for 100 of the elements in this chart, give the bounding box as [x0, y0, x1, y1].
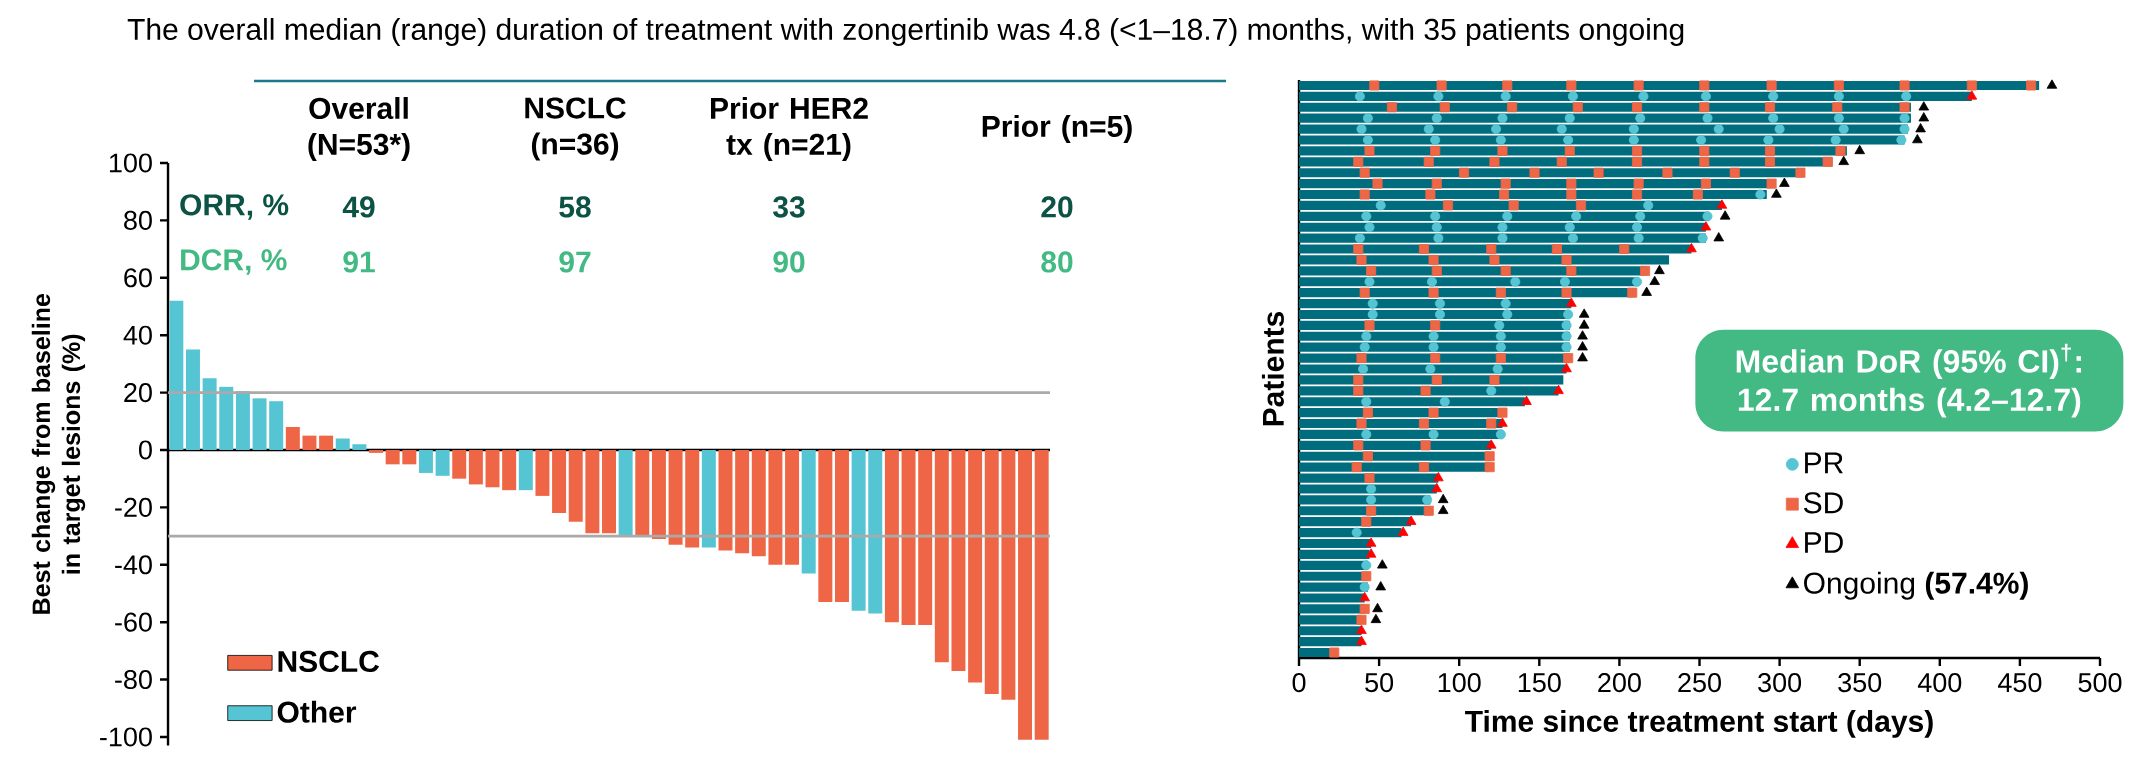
- point: [1561, 363, 1572, 373]
- point: [1638, 91, 1649, 102]
- point: [1632, 102, 1643, 113]
- point: [1635, 113, 1646, 124]
- point: [1578, 319, 1590, 329]
- bar: [402, 449, 417, 465]
- point: [1354, 233, 1365, 244]
- bar: [851, 449, 866, 611]
- point: [1359, 592, 1370, 602]
- point: [1437, 493, 1449, 504]
- point: [1495, 287, 1506, 298]
- chart-title: The overall median (range) duration of treatment with zongertinib was 4.8 (<1–18.7) months, with 35 patients ongoing: [127, 18, 1684, 46]
- point: [1359, 167, 1370, 178]
- point: [1484, 451, 1495, 462]
- point: [1768, 91, 1779, 102]
- bar: [951, 449, 966, 671]
- point: [1405, 515, 1417, 525]
- point: [1577, 352, 1588, 362]
- point: [1431, 265, 1442, 276]
- bar: [918, 449, 933, 626]
- point: [1365, 548, 1377, 558]
- point: [1492, 364, 1503, 374]
- bar: [768, 449, 783, 565]
- point: [1578, 308, 1590, 318]
- point: [1486, 418, 1497, 429]
- bar: [818, 449, 833, 603]
- bar: [785, 449, 800, 565]
- point: [1641, 286, 1652, 296]
- point: [1431, 222, 1442, 233]
- annotation: ORR, %: [180, 194, 289, 220]
- point: [1356, 124, 1367, 135]
- point: [1353, 385, 1364, 396]
- x-tick-label: 350: [1838, 673, 1882, 693]
- y-tick-label: -60: [115, 612, 152, 632]
- point: [1593, 167, 1604, 178]
- point: [1577, 330, 1588, 340]
- point: [1561, 342, 1572, 353]
- bar: [468, 449, 483, 485]
- annotation: 58: [559, 196, 591, 218]
- bar: [1299, 626, 1362, 636]
- point: [1364, 145, 1375, 156]
- point: [1495, 429, 1506, 440]
- bar: [568, 449, 583, 522]
- point: [1699, 102, 1710, 113]
- bar: [352, 444, 367, 450]
- legend-label: PR: [1805, 452, 1843, 474]
- x-tick-label: 50: [1365, 673, 1394, 693]
- point: [1364, 276, 1375, 287]
- point: [1771, 188, 1782, 198]
- point: [1359, 603, 1370, 614]
- point: [1497, 417, 1508, 427]
- point: [1439, 396, 1450, 407]
- point: [1632, 189, 1643, 200]
- text: Overall (N=53*): [308, 97, 410, 161]
- point: [1635, 211, 1646, 222]
- point: [1765, 145, 1775, 156]
- point: [1497, 145, 1508, 156]
- point: [1559, 276, 1570, 287]
- bar: [385, 449, 400, 465]
- point: [1495, 331, 1506, 342]
- bar: [984, 449, 999, 694]
- point: [1699, 80, 1710, 91]
- point: [1364, 222, 1375, 233]
- point: [1433, 233, 1444, 244]
- point: [1649, 275, 1660, 285]
- point: [1779, 177, 1790, 187]
- point: [1361, 516, 1372, 527]
- point: [1835, 145, 1846, 156]
- y-tick-label: -40: [115, 555, 152, 575]
- point: [1564, 222, 1575, 233]
- point: [1662, 167, 1673, 178]
- point: [1632, 145, 1643, 156]
- point: [1556, 124, 1567, 135]
- point: [1832, 102, 1843, 113]
- point: [1494, 320, 1505, 331]
- point: [1966, 80, 1977, 91]
- point: [1361, 331, 1372, 342]
- point: [1361, 571, 1372, 582]
- x-tick-label: 0: [1292, 673, 1306, 693]
- point: [1418, 418, 1429, 429]
- point: [1563, 353, 1574, 364]
- point: [1899, 80, 1910, 91]
- bar: [552, 449, 567, 514]
- bar: [369, 449, 384, 453]
- point: [1502, 309, 1513, 320]
- point: [1833, 113, 1844, 124]
- bar: [618, 449, 633, 537]
- point: [1556, 156, 1567, 167]
- point: [1366, 483, 1377, 494]
- x-tick-label: 100: [1438, 673, 1481, 693]
- point: [1561, 331, 1572, 342]
- point: [1564, 145, 1575, 156]
- point: [1566, 80, 1577, 91]
- point: [1366, 265, 1377, 276]
- point: [1369, 80, 1380, 91]
- point: [1434, 298, 1445, 309]
- x-axis-title: Time since treatment start (days): [1465, 709, 1933, 738]
- point: [1359, 582, 1370, 593]
- bar: [502, 449, 517, 491]
- x-tick-label: 250: [1678, 673, 1721, 693]
